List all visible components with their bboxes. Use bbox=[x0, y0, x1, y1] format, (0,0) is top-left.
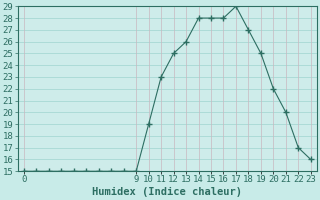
X-axis label: Humidex (Indice chaleur): Humidex (Indice chaleur) bbox=[92, 187, 242, 197]
